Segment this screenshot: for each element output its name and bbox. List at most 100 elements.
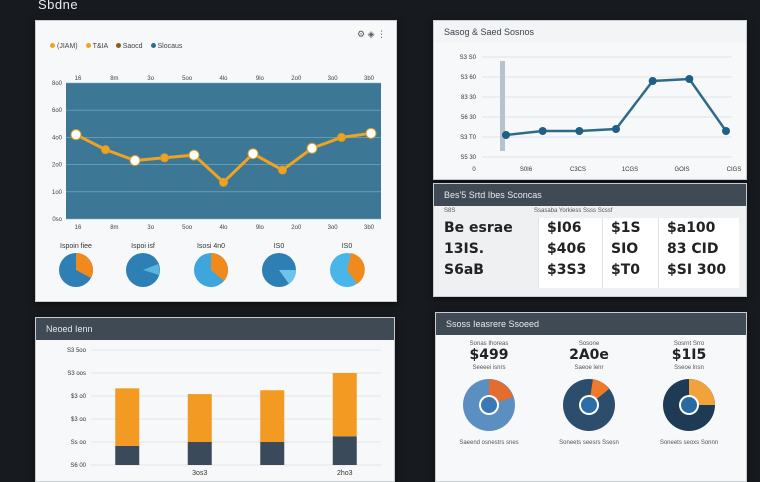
data-point <box>160 153 169 163</box>
legend-item[interactable]: T&IA <box>92 43 108 50</box>
bar-segment <box>332 373 357 437</box>
y-tick-label: S3 T0 <box>460 135 477 141</box>
donut-cell[interactable]: Isosi 4n0 <box>176 243 246 295</box>
x-tick-label: C3CS <box>570 167 586 173</box>
price-column: $a100 83 CID $SI 300 <box>658 218 739 288</box>
panel-options-icon[interactable]: ⚙ ◈ ⋮ <box>357 29 386 39</box>
data-point <box>685 75 694 83</box>
x-tick-label: 2o0 <box>291 225 302 231</box>
price-cell: 83 CID <box>667 241 719 257</box>
y-tick-label: Ss oo <box>71 440 87 446</box>
price-cell: SIO <box>611 241 639 257</box>
price-column: Be esrae 13IS. S6aB <box>444 218 534 288</box>
y-tick-label: $3 o0 <box>71 394 87 400</box>
x-tick-label: CIGS <box>727 167 742 173</box>
data-point <box>612 125 620 133</box>
x-tick-label: 3o <box>147 225 154 231</box>
y-tick-label: 0so <box>52 217 62 223</box>
panel-title: Neoed Ienn <box>36 318 394 340</box>
x-tick-label: 4lo <box>219 225 228 231</box>
donut-icon <box>463 379 515 431</box>
donut-cell[interactable]: Ispoi isf <box>108 243 178 295</box>
x-tick-label: 16 <box>75 225 82 231</box>
y-tick-label: S3 5oo <box>67 348 87 354</box>
data-point <box>722 127 730 135</box>
x-tick-label: 5oo <box>182 225 193 231</box>
price-cell: $3S3 <box>547 262 587 278</box>
pie-icon <box>194 252 229 287</box>
y-tick-label: S3 60 <box>460 75 476 81</box>
x-tick-label: S0I6 <box>520 167 533 173</box>
panel-title: Sasog & Saed Sosnos <box>434 21 746 43</box>
x-tick-label: 3o <box>147 76 154 82</box>
data-point <box>306 142 318 154</box>
x-tick-label: 8m <box>110 225 118 231</box>
data-point <box>648 77 657 85</box>
data-point <box>247 148 259 160</box>
price-cell: $SI 300 <box>667 262 727 278</box>
price-column: $I06 $406 $3S3 <box>538 218 605 288</box>
line-chart-panel: (JIAM) T&IA Saocd Slocaus ⚙ ◈ ⋮ 8o0 6o0 4o… <box>35 20 397 302</box>
y-tick-label: 56 30 <box>461 115 477 121</box>
mini-line-chart: S3 S0 S3 60 83 30 56 30 S3 T0 S5 30 0 S0I6 C3CS 1… <box>460 55 742 173</box>
legend-item[interactable]: (JIAM) <box>57 43 78 50</box>
bar-segment <box>187 442 212 465</box>
donut-icon <box>663 379 715 431</box>
legend-item[interactable]: Slocaus <box>157 43 183 50</box>
mini-line-panel: Sasog & Saed Sosnos S3 S0 S3 60 83 30 56 30… <box>433 20 747 180</box>
donut-cell[interactable]: IS0 <box>244 243 314 295</box>
x-tick-label: 8m <box>110 76 118 82</box>
bar-segment <box>332 436 357 465</box>
x-tick-label: 4lo <box>219 76 228 82</box>
y-tick-label: S6 00 <box>70 463 86 469</box>
data-point <box>502 131 510 139</box>
donut-icon <box>563 379 615 431</box>
price-cell: $406 <box>547 241 586 257</box>
stat-cell[interactable]: Sosrnt Srro $1I5 Sseoe lnsn Soneets seox… <box>644 341 734 446</box>
stat-cell[interactable]: Sonas Ihoreas $499 Seeeei isnrs Saeend o… <box>444 341 534 446</box>
data-point <box>337 132 346 142</box>
x-tick-label: 3o0 <box>328 76 339 82</box>
stat-footer: Saeend osnestrs snes <box>459 440 519 446</box>
legend-item[interactable]: Saocd <box>122 43 143 50</box>
donut-label: Ispoi isf <box>131 243 155 250</box>
x-tick-label: 2ho3 <box>337 470 353 477</box>
price-subheader-right: Ssasaba Yorkiess Ssss Scssf <box>534 208 613 214</box>
price-cell: $T0 <box>611 262 641 278</box>
price-subheader: S8S <box>444 208 456 214</box>
bar-segment <box>260 442 285 465</box>
price-cell: 13IS. <box>444 241 485 257</box>
donut-label: Isosi 4n0 <box>196 243 226 250</box>
x-tick-label: 3b0 <box>364 225 375 231</box>
price-cell: $a100 <box>667 220 716 236</box>
stat-value: $499 <box>469 347 509 363</box>
bar-segment <box>115 388 140 446</box>
price-cell: $1S <box>611 220 641 236</box>
stat-caption: Seeeei isnrs <box>472 365 506 371</box>
donut-cell[interactable]: IS0 <box>312 243 382 295</box>
x-tick-label: 3os3 <box>192 470 207 477</box>
donut-label: Ispoin fiee <box>60 243 92 250</box>
donut-label: IS0 <box>273 243 285 250</box>
stat-footer: Soneets seesrs Ssesn <box>559 440 619 446</box>
price-column: $1S SIO $T0 <box>602 218 659 288</box>
data-point <box>188 149 200 161</box>
bar-segment <box>115 445 140 465</box>
y-tick-label: 1o0 <box>52 190 63 196</box>
y-tick-label: S3 S0 <box>460 55 477 61</box>
y-tick-label: 4o0 <box>52 135 63 141</box>
stat-sub: Sosone <box>578 341 600 347</box>
donut-cell[interactable]: Ispoin fiee <box>41 243 111 295</box>
price-table-panel: Bes'5 Srtd Ibes Sconcas S8S Ssasaba York… <box>433 183 747 297</box>
data-point <box>278 165 287 175</box>
pie-icon <box>59 253 93 287</box>
data-point <box>101 145 110 155</box>
price-cell: $I06 <box>547 220 582 236</box>
legend-dot-icon <box>50 43 55 48</box>
stat-value: $1I5 <box>671 347 707 363</box>
stat-footer: Soneets seoxs Sonnn <box>659 440 719 446</box>
x-tick-label: 3b0 <box>364 76 375 82</box>
stats-panel: Ssoss Ieasrere Ssoeed Sonas Ihoreas $499… <box>435 312 747 482</box>
price-grid: Be esrae 13IS. S6aB $I06 $406 $3S3 $1S S… <box>442 218 739 288</box>
stat-cell[interactable]: Sosone 2A0e Saeoe lenr Soneets seesrs Ss… <box>544 341 634 446</box>
